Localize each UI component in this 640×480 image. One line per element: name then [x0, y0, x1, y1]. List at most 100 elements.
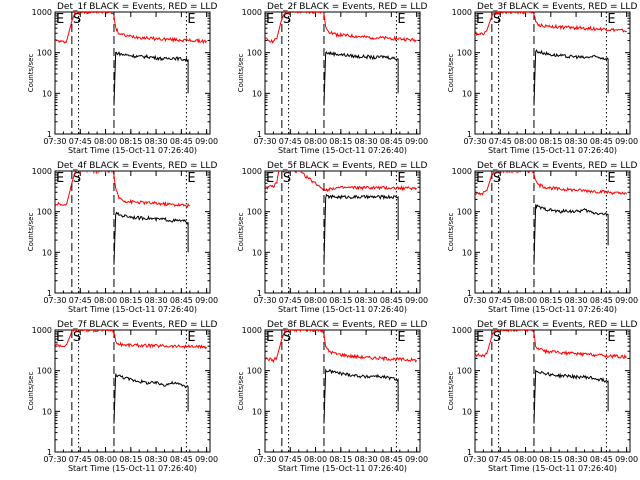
x-axis-label: Start Time (15-Oct-11 07:26:40): [68, 305, 197, 314]
x-tick-label: 08:30: [145, 137, 168, 146]
y-axis-label: Counts/sec: [27, 372, 35, 411]
x-tick-label: 08:00: [514, 455, 537, 464]
x-tick-label: 08:45: [380, 296, 403, 305]
y-tick-label: 100: [457, 367, 472, 376]
x-tick-label: 08:00: [304, 296, 327, 305]
x-tick-label: 08:15: [119, 455, 142, 464]
chart-title: Det_8f BLACK = Events, RED = LLD: [267, 320, 427, 330]
marker-start-e: E: [56, 12, 64, 27]
y-tick-label: 1: [47, 130, 52, 139]
y-tick-label: 10: [42, 248, 52, 257]
x-tick-label: 08:45: [590, 455, 613, 464]
marker-end-e: E: [607, 12, 615, 27]
x-tick-label: 08:30: [355, 455, 378, 464]
series-events-black-line: [113, 211, 189, 265]
x-axis-label: Start Time (15-Oct-11 07:26:40): [68, 464, 197, 473]
series-lld-red-line: [265, 171, 418, 193]
x-tick-label: 08:30: [565, 455, 588, 464]
y-tick-label: 100: [247, 208, 262, 217]
x-tick-label: 08:45: [380, 137, 403, 146]
marker-s: S: [493, 12, 501, 27]
x-tick-label: 07:30: [43, 296, 66, 305]
x-tick-label: 09:00: [615, 137, 638, 146]
chart-title: Det_3f BLACK = Events, RED = LLD: [477, 2, 637, 12]
x-tick-label: 09:00: [615, 296, 638, 305]
x-axis-label: Start Time (15-Oct-11 07:26:40): [278, 464, 407, 473]
y-axis-label: Counts/sec: [27, 213, 35, 252]
plot-frame: [474, 170, 631, 294]
marker-end-e: E: [397, 330, 405, 345]
x-tick-label: 07:45: [69, 296, 92, 305]
x-tick-label: 08:15: [329, 137, 352, 146]
plot-frame: [474, 329, 631, 453]
series-lld-red-line: [265, 12, 417, 44]
chart-title: Det_6f BLACK = Events, RED = LLD: [477, 161, 637, 171]
x-tick-label: 09:00: [405, 296, 428, 305]
marker-end-e: E: [397, 171, 405, 186]
x-tick-label: 08:45: [170, 296, 193, 305]
x-tick-label: 08:15: [539, 296, 562, 305]
x-tick-label: 07:30: [463, 296, 486, 305]
x-tick-label: 08:15: [539, 137, 562, 146]
y-axis-label: Counts/sec: [237, 372, 245, 411]
marker-s: S: [73, 330, 81, 345]
x-tick-label: 07:45: [279, 137, 302, 146]
x-tick-label: 07:45: [489, 296, 512, 305]
x-tick-label: 08:00: [94, 455, 117, 464]
y-axis-label: Counts/sec: [447, 54, 455, 93]
y-tick-label: 10: [462, 248, 472, 257]
marker-end-e: E: [607, 330, 615, 345]
y-tick-label: 100: [247, 367, 262, 376]
y-tick-label: 10: [252, 89, 262, 98]
x-axis-label: Start Time (15-Oct-11 07:26:40): [278, 146, 407, 155]
marker-end-e: E: [187, 330, 195, 345]
x-tick-label: 07:30: [43, 455, 66, 464]
x-tick-label: 07:30: [43, 137, 66, 146]
panel-3: Det_3f BLACK = Events, RED = LLD 1 10 100 10…: [447, 2, 638, 155]
x-tick-label: 07:30: [253, 455, 276, 464]
marker-s: S: [73, 12, 81, 27]
y-axis-label: Counts/sec: [237, 54, 245, 93]
y-tick-label: 1000: [242, 326, 262, 335]
panel-7: Det_7f BLACK = Events, RED = LLD 1 10 100 10…: [27, 320, 218, 473]
series-lld-red-line: [265, 330, 418, 364]
y-tick-label: 1000: [32, 8, 52, 17]
x-axis-label: Start Time (15-Oct-11 07:26:40): [488, 464, 617, 473]
y-tick-label: 1000: [32, 326, 52, 335]
series-lld-red-line: [475, 330, 627, 359]
y-tick-label: 1: [467, 289, 472, 298]
x-tick-label: 08:15: [119, 137, 142, 146]
panel-4: Det_4f BLACK = Events, RED = LLD 1 10 100 10…: [27, 161, 218, 314]
marker-end-e: E: [397, 12, 405, 27]
marker-end-e: E: [187, 12, 195, 27]
series-events-black-line: [533, 204, 609, 265]
plot-frame: [264, 11, 421, 135]
x-tick-label: 08:30: [145, 455, 168, 464]
series-lld-red-line: [475, 171, 628, 196]
series-events-black-line: [323, 368, 399, 424]
series-lld-red-line: [55, 12, 208, 45]
y-tick-label: 100: [37, 367, 52, 376]
x-tick-label: 07:45: [489, 137, 512, 146]
series-events-black-line: [533, 49, 609, 106]
y-tick-label: 1000: [242, 8, 262, 17]
x-tick-label: 08:45: [590, 137, 613, 146]
x-tick-label: 09:00: [195, 455, 218, 464]
chart-title: Det_4f BLACK = Events, RED = LLD: [57, 161, 217, 171]
series-events-black-line: [323, 50, 399, 106]
marker-s: S: [283, 330, 291, 345]
x-tick-label: 07:45: [69, 137, 92, 146]
series-events-black-line: [113, 373, 189, 424]
y-axis-label: Counts/sec: [447, 372, 455, 411]
marker-start-e: E: [56, 330, 64, 345]
y-tick-label: 100: [457, 208, 472, 217]
plot-frame: [474, 11, 631, 135]
y-tick-label: 1000: [242, 167, 262, 176]
x-tick-label: 08:30: [355, 296, 378, 305]
series-events-black-line: [323, 193, 399, 265]
series-lld-red-line: [55, 171, 190, 208]
x-tick-label: 09:00: [405, 137, 428, 146]
x-tick-label: 07:45: [69, 455, 92, 464]
x-tick-label: 09:00: [405, 455, 428, 464]
